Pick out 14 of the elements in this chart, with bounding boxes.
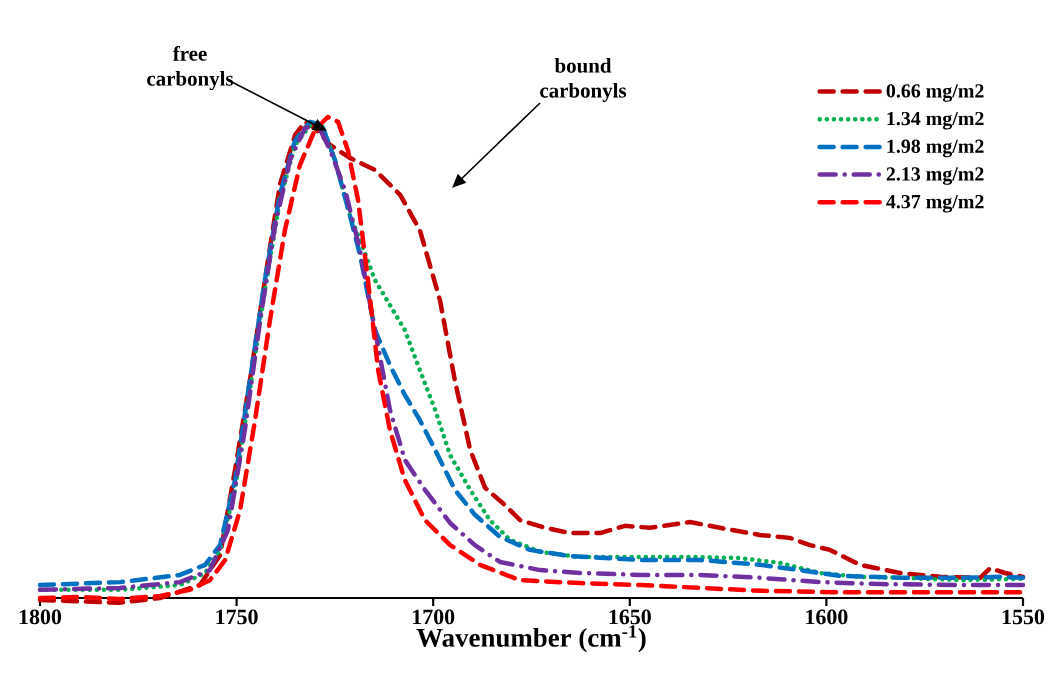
text: free carbonyls xyxy=(147,45,234,91)
x-tick-label: 1600 xyxy=(806,609,848,625)
legend-label: 1.34 mg/m2 xyxy=(887,111,984,130)
x-axis-title: Wavenumber (cm$^{-1}$) xyxy=(416,625,646,653)
x-tick-label: 1650 xyxy=(609,609,651,625)
x-tick-label: 1750 xyxy=(216,609,258,625)
legend-label: 4.37 mg/m2 xyxy=(886,194,984,213)
legend-label: 2.13 mg/m2 xyxy=(886,167,984,185)
x-tick-label: 1800 xyxy=(19,609,62,625)
legend-label: 1.98 mg/m2 xyxy=(887,139,984,158)
legend-label: 0.66 mg/m2 xyxy=(886,84,984,102)
x-tick-label: 1550 xyxy=(1002,609,1045,625)
x-tick-label: 1700 xyxy=(413,609,455,625)
text: bound carbonyls xyxy=(540,58,627,102)
